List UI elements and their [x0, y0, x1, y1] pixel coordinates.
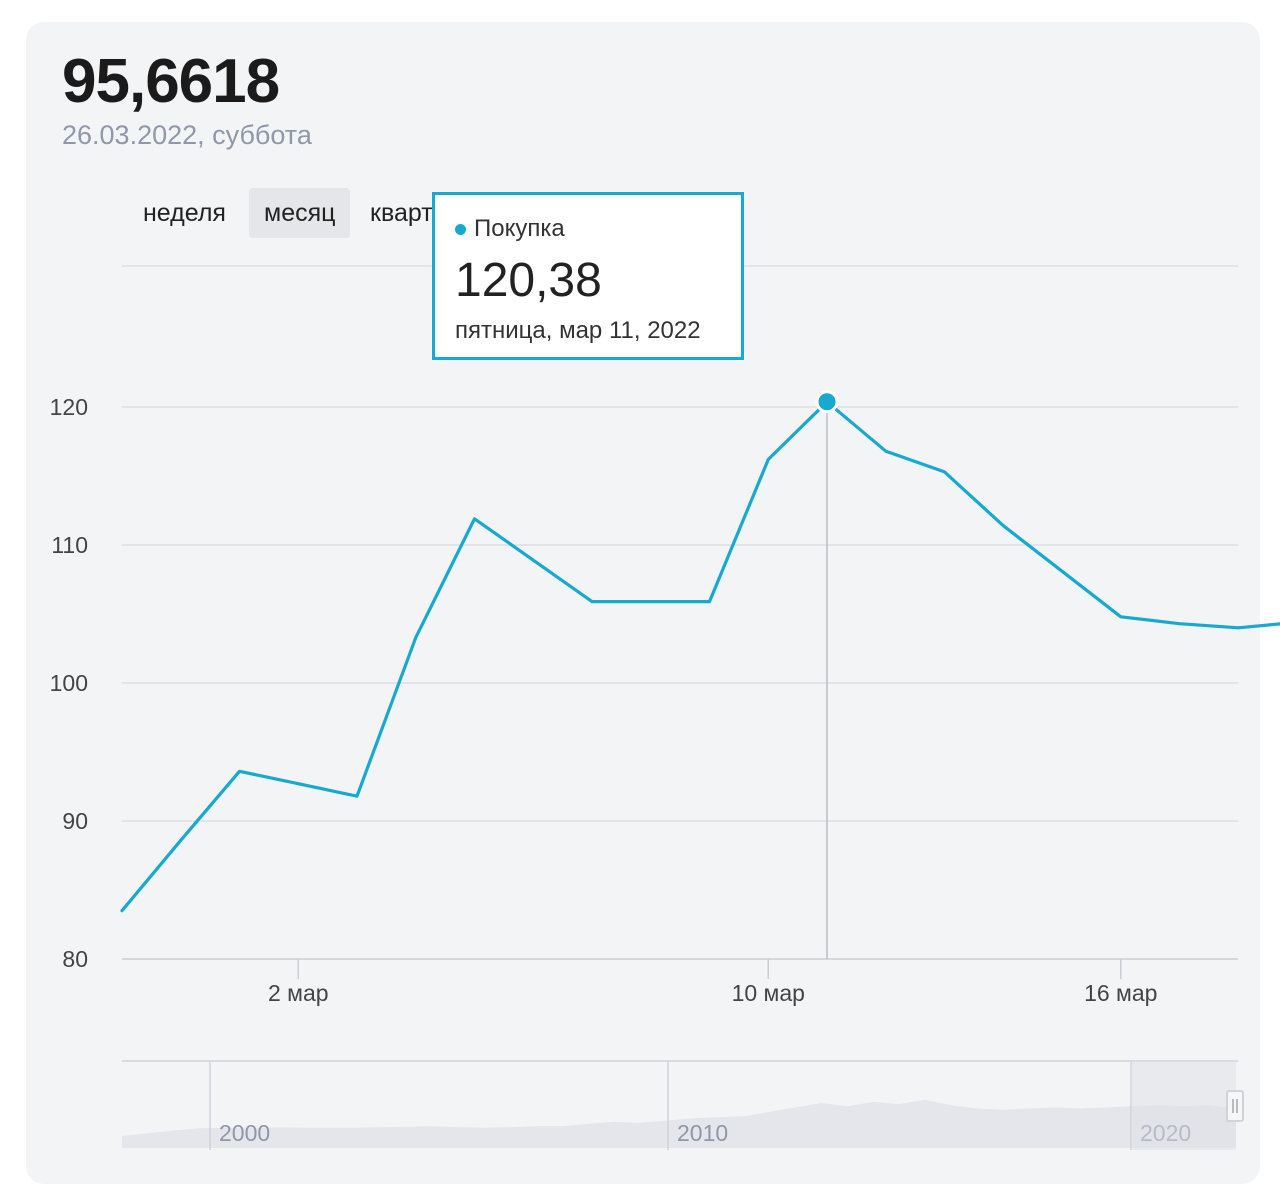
series-line-pokupka — [120, 400, 1280, 913]
tab-week[interactable]: неделя — [143, 199, 226, 227]
navigator-selection — [1131, 1061, 1236, 1150]
x-tick-label: 2 мар — [268, 980, 329, 1006]
series-dot-icon — [455, 224, 466, 236]
y-tick-label: 110 — [51, 532, 88, 558]
x-tick-label: 16 мар — [1084, 980, 1157, 1006]
tooltip-series-name: Покупка — [474, 215, 565, 242]
tab-month[interactable]: месяц — [249, 188, 351, 238]
current-rate-value: 95,6618 — [62, 47, 280, 116]
navigator-area — [122, 1099, 1236, 1148]
x-tick-label: 10 мар — [732, 980, 805, 1006]
tooltip-series: Покупка — [455, 215, 565, 243]
tab-quarter[interactable]: кварт — [370, 199, 433, 227]
navigator-handle[interactable] — [1226, 1090, 1244, 1122]
tooltip-value: 120,38 — [455, 254, 602, 307]
y-tick-label: 80 — [62, 946, 88, 972]
y-tick-label: 120 — [50, 394, 88, 420]
hover-tooltip: Покупка 120,38 пятница, мар 11, 2022 — [432, 192, 744, 360]
navigator-year-label: 2010 — [677, 1120, 728, 1146]
navigator-year-label: 2000 — [219, 1120, 270, 1146]
tooltip-date: пятница, мар 11, 2022 — [455, 317, 701, 344]
hover-point — [815, 390, 839, 414]
y-tick-label: 100 — [50, 670, 88, 696]
y-tick-label: 90 — [62, 808, 88, 834]
current-rate-date: 26.03.2022, суббота — [62, 120, 312, 150]
